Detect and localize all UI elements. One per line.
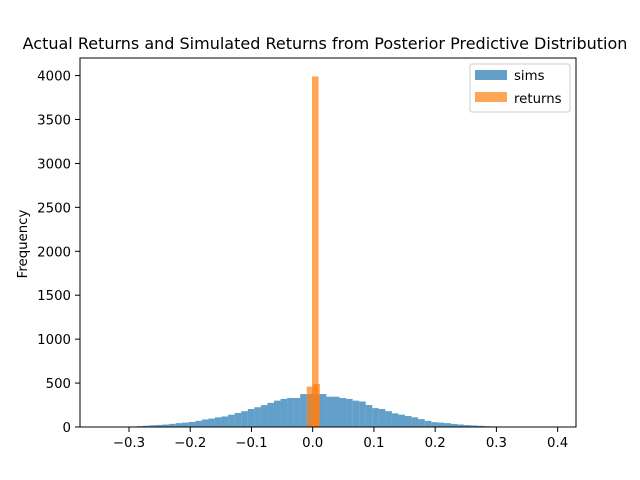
legend-swatch-sims [475, 70, 507, 80]
y-tick-label: 4000 [37, 70, 71, 85]
x-tick-label: 0.0 [302, 436, 323, 451]
x-tick-label: 0.4 [547, 436, 568, 451]
bar-sims [450, 423, 458, 427]
x-tick-label: −0.3 [113, 436, 145, 451]
bar-sims [418, 419, 425, 427]
bar-sims [372, 408, 379, 427]
bar-sims [273, 400, 281, 427]
bar-sims [319, 394, 327, 427]
bar-sims [391, 413, 399, 427]
bar-sims [352, 400, 360, 427]
y-tick-label: 3500 [37, 114, 71, 129]
y-tick-label: 2000 [37, 245, 71, 260]
bar-sims [385, 411, 392, 427]
plot-frame [79, 57, 577, 428]
bar-sims [365, 405, 373, 427]
y-tick-label: 2500 [37, 201, 71, 216]
bar-sims [464, 425, 471, 427]
bar-sims [188, 421, 196, 427]
bar-sims [398, 414, 406, 427]
bar-sims [162, 424, 170, 427]
bar-sims [149, 425, 157, 427]
x-tick-label: 0.2 [425, 436, 446, 451]
bar-sims [169, 423, 176, 427]
bar-sims [221, 416, 229, 427]
bar-sims [182, 422, 189, 427]
bar-sims [195, 420, 202, 427]
bar-sims [215, 417, 222, 427]
bar-sims [378, 408, 386, 427]
bar-sims [437, 422, 445, 427]
y-tick-label: 1000 [37, 333, 71, 348]
x-tick-label: 0.3 [486, 436, 507, 451]
bar-sims [444, 423, 451, 427]
legend-swatch-returns [475, 92, 507, 102]
legend-label-returns: returns [514, 92, 562, 107]
y-axis-label: Frequency [16, 210, 31, 279]
bar-sims [247, 408, 255, 427]
series-returns-bars [306, 76, 320, 427]
bar-returns [313, 383, 320, 427]
legend-label-sims: sims [514, 69, 545, 84]
bar-sims [300, 394, 307, 427]
bar-returns [306, 386, 314, 427]
bar-sims [228, 414, 235, 427]
y-tick-label: 3000 [37, 157, 71, 172]
bar-sims [208, 418, 216, 427]
legend: sims returns [469, 63, 571, 113]
bar-sims [424, 420, 432, 427]
bar-sims [405, 416, 412, 427]
x-axis-ticks: −0.3 −0.2 −0.1 0.0 0.1 0.2 0.3 0.4 [113, 427, 568, 451]
bar-sims [234, 412, 242, 427]
bar-sims [156, 424, 163, 427]
bar-sims [241, 411, 248, 427]
y-tick-label: 0 [63, 421, 71, 436]
bar-sims [332, 396, 340, 427]
bar-sims [359, 401, 366, 427]
y-tick-label: 1500 [37, 289, 71, 304]
bar-sims [175, 423, 183, 427]
bar-sims [411, 417, 419, 427]
bar-sims [346, 398, 353, 427]
x-tick-label: 0.1 [363, 436, 384, 451]
bar-sims [431, 422, 438, 427]
bar-sims [201, 419, 209, 427]
bar-sims [142, 425, 150, 427]
bar-sims [326, 396, 333, 427]
x-tick-label: −0.1 [235, 436, 267, 451]
bar-returns [312, 76, 319, 427]
bar-sims [267, 402, 274, 427]
bar-sims [260, 405, 268, 427]
y-tick-label: 500 [46, 377, 71, 392]
bar-sims [293, 398, 301, 427]
chart-title: Actual Returns and Simulated Returns fro… [23, 34, 628, 53]
bar-sims [470, 425, 478, 427]
series-sims-bars [116, 394, 530, 427]
bar-sims [280, 398, 288, 427]
bar-sims [339, 398, 347, 427]
bar-sims [457, 424, 465, 427]
bar-sims [254, 407, 261, 427]
x-tick-label: −0.2 [174, 436, 206, 451]
bar-sims [287, 398, 294, 427]
y-axis-ticks: 0 500 1000 1500 2000 2500 3000 3500 4000 [37, 70, 80, 436]
bar-sims [477, 425, 484, 427]
